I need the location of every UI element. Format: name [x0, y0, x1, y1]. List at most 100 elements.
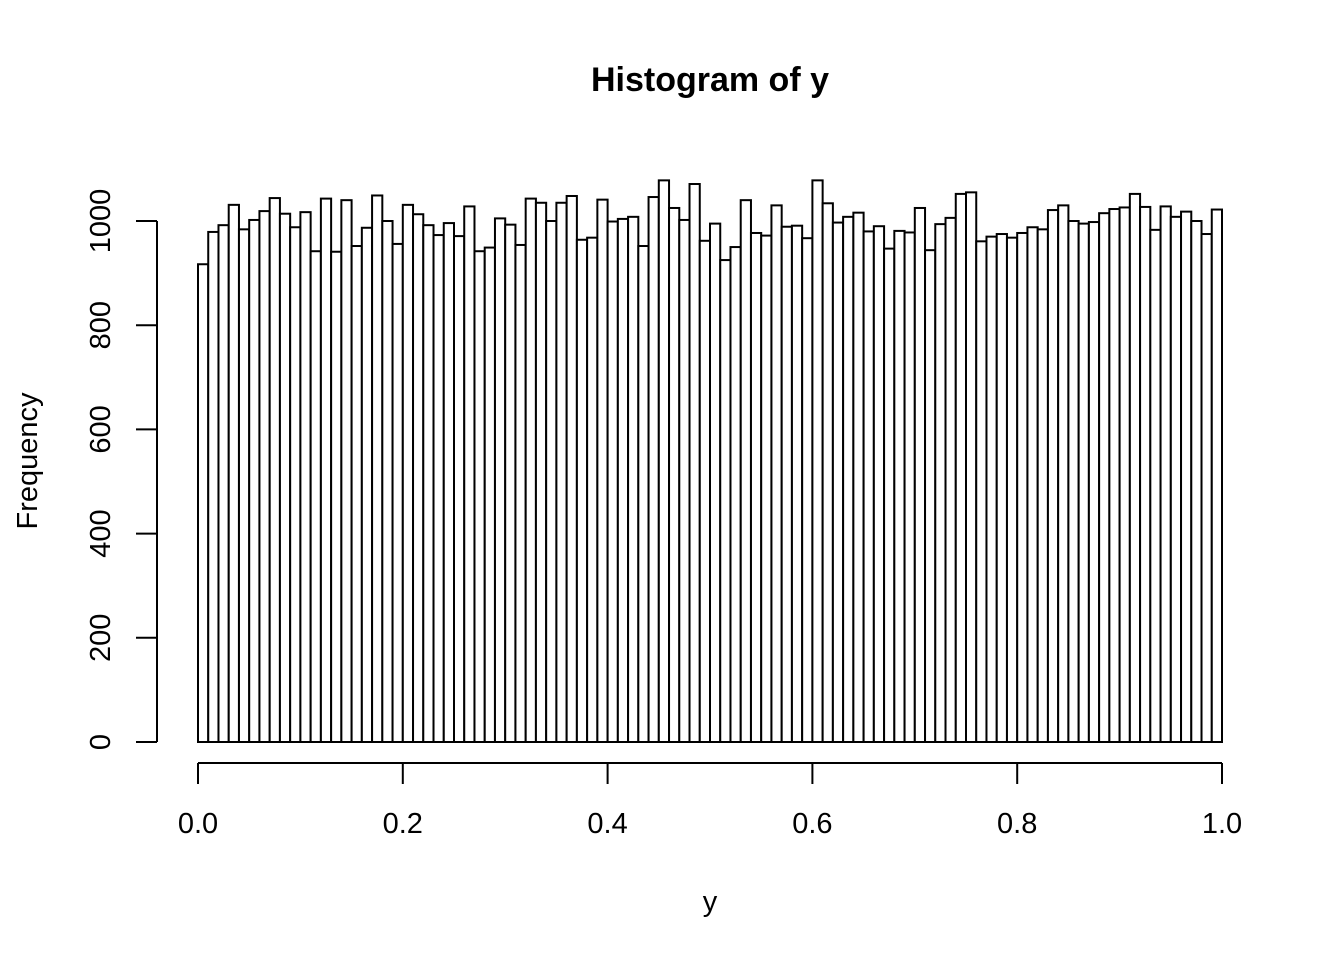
- histogram-bar: [760, 234, 773, 743]
- histogram-bar: [504, 223, 517, 744]
- histogram-bar: [422, 224, 435, 743]
- histogram-bar: [739, 199, 752, 744]
- histogram-bar: [268, 197, 281, 744]
- histogram-bar: [371, 194, 384, 743]
- histogram-bar: [545, 220, 558, 743]
- histogram-bar: [596, 198, 609, 744]
- histogram-bar: [391, 242, 404, 743]
- histogram-bar: [1057, 204, 1070, 743]
- histogram-bar: [217, 224, 230, 743]
- y-tick-label: 200: [85, 614, 117, 662]
- chart-title: Histogram of y: [591, 61, 829, 99]
- x-tick-label: 0.2: [383, 808, 423, 840]
- x-axis-title: y: [703, 886, 718, 918]
- histogram-bar: [330, 250, 343, 743]
- histogram-bar: [954, 192, 968, 743]
- histogram-bar: [575, 238, 589, 743]
- histogram-bar: [688, 183, 701, 744]
- histogram-bar: [606, 220, 619, 743]
- histogram-bar: [647, 196, 660, 743]
- histogram-bar: [698, 239, 712, 743]
- histogram-bar: [821, 202, 834, 743]
- histogram-bar: [862, 230, 875, 743]
- histogram-bar: [1169, 215, 1183, 744]
- x-tick-label: 0.8: [997, 808, 1037, 840]
- histogram-bar: [924, 249, 937, 743]
- x-tick-label: 0.0: [178, 808, 218, 840]
- histogram-bar: [852, 211, 865, 743]
- histogram-bar: [616, 217, 630, 743]
- histogram-bar: [340, 199, 353, 744]
- histogram-bar: [1139, 205, 1152, 744]
- histogram-bar: [1180, 210, 1193, 743]
- histogram-bar: [975, 240, 988, 743]
- x-axis-ticks: 0.0 0.2 0.4 0.6 0.8 1.0: [178, 763, 1242, 840]
- histogram-bar: [1046, 209, 1060, 743]
- histogram-bar: [842, 215, 855, 744]
- y-tick-label: 0: [85, 734, 117, 750]
- histogram-bar: [1128, 192, 1142, 743]
- histogram-bar: [627, 215, 640, 744]
- histogram-bar: [1026, 226, 1039, 743]
- histogram-bar: [514, 243, 527, 743]
- histogram-bar: [872, 225, 886, 743]
- y-axis-title: Frequency: [12, 392, 44, 530]
- histogram-bar: [995, 233, 1008, 743]
- histogram-bar: [965, 191, 978, 744]
- histogram-bar: [248, 218, 261, 743]
- histogram-bar: [719, 259, 732, 743]
- histogram-bar: [1077, 222, 1090, 744]
- histogram-bar: [278, 212, 292, 743]
- histogram-bar: [432, 234, 445, 744]
- histogram-bar: [1190, 220, 1203, 743]
- histogram-bar: [903, 231, 916, 743]
- histogram-bar: [1036, 228, 1049, 743]
- y-tick-label: 400: [85, 509, 117, 557]
- histogram-bar: [831, 221, 845, 744]
- histogram-bar: [934, 223, 947, 744]
- histogram-bar: [790, 224, 804, 743]
- histogram-bar: [319, 197, 333, 744]
- histogram-bar: [893, 229, 906, 744]
- y-tick-label: 1000: [85, 189, 117, 254]
- histogram-bar: [309, 250, 322, 744]
- histogram-bar: [811, 179, 824, 743]
- histogram-bar: [668, 206, 681, 744]
- y-tick-label: 800: [85, 301, 117, 349]
- y-axis-ticks: 0 200 400 600 800 1000: [85, 189, 157, 750]
- histogram-bar: [729, 246, 742, 744]
- histogram-bar: [1159, 205, 1172, 744]
- histogram-bar: [637, 245, 650, 743]
- histogram-bar: [1005, 236, 1019, 743]
- y-tick-label: 600: [85, 405, 117, 453]
- histogram-bar: [442, 222, 456, 744]
- histogram-bar: [493, 217, 507, 743]
- histogram-bar: [1149, 228, 1162, 743]
- histogram-bar: [534, 201, 548, 743]
- x-tick-label: 1.0: [1202, 808, 1242, 840]
- histogram-bar: [299, 211, 312, 743]
- histogram-bar: [463, 205, 476, 744]
- histogram-bar: [709, 222, 722, 744]
- histogram-bar: [944, 216, 957, 743]
- histogram-bar: [770, 204, 783, 743]
- histogram-bar: [749, 231, 763, 743]
- histogram-bar: [524, 197, 537, 744]
- histogram-bar: [586, 236, 599, 743]
- histogram-bar: [1118, 206, 1131, 744]
- histogram-bar: [1016, 231, 1029, 743]
- histogram-bar: [913, 206, 927, 744]
- histogram-bar: [780, 225, 793, 743]
- histogram-bar: [801, 237, 814, 743]
- histogram-bar: [555, 201, 568, 743]
- histogram-bar: [985, 235, 998, 743]
- histogram-bar: [401, 203, 415, 743]
- histogram-bar: [1067, 220, 1080, 743]
- histogram-bar: [360, 226, 374, 743]
- histogram-bar: [483, 246, 496, 743]
- histogram-bar: [1087, 221, 1101, 744]
- histogram-bar: [1108, 208, 1121, 743]
- histogram-bar: [657, 179, 671, 743]
- histogram-bar: [227, 203, 240, 743]
